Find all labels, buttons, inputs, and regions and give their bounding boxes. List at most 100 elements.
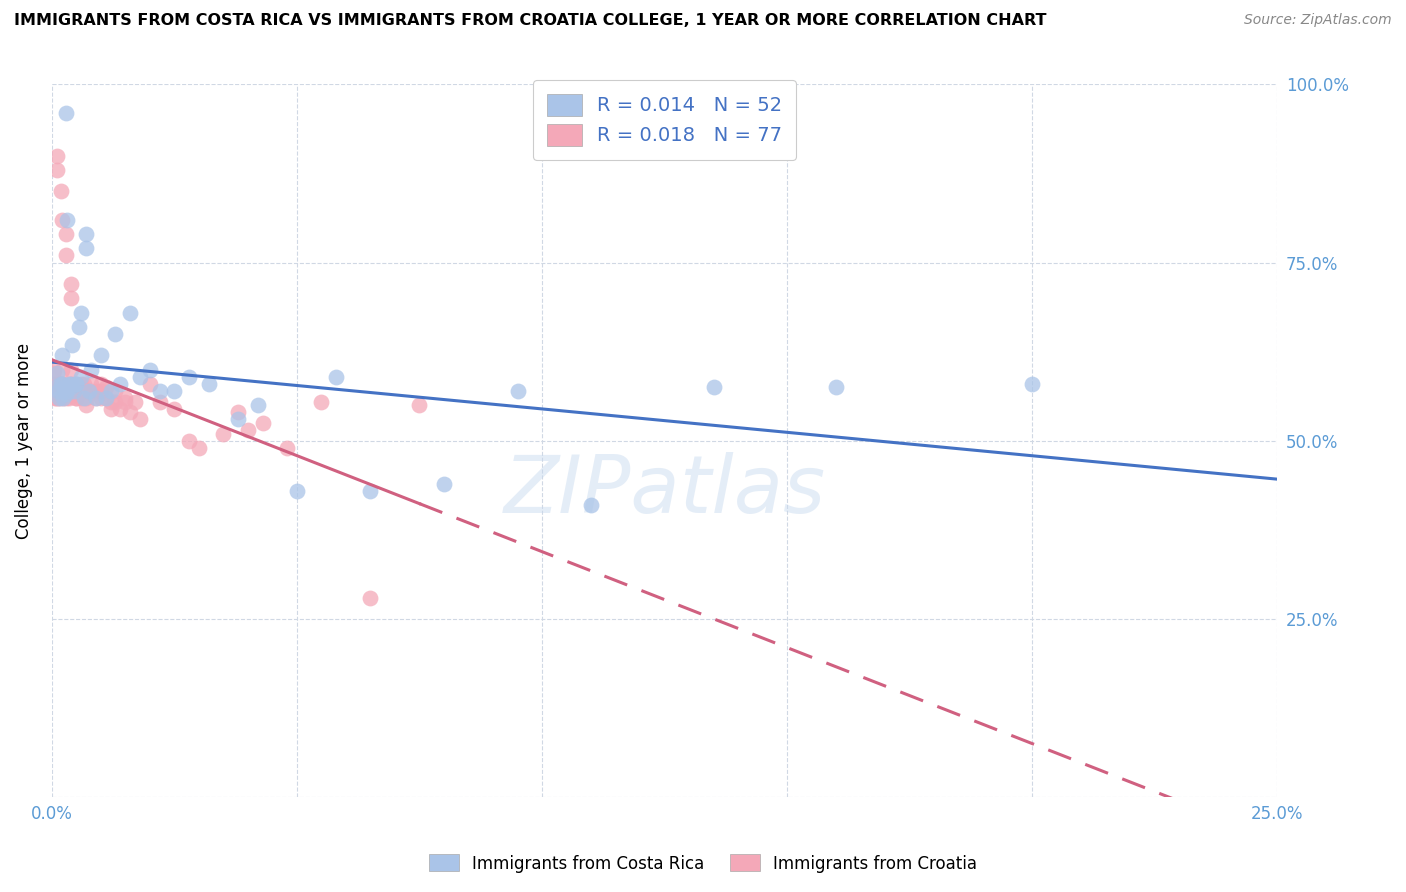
Point	[65, 376, 87, 391]
Point	[1021, 376, 1043, 391]
Point	[90, 384, 112, 398]
Point	[60, 277, 83, 291]
Point	[359, 591, 381, 605]
Point	[72, 376, 94, 391]
Point	[58, 391, 80, 405]
Point	[51, 362, 73, 376]
Point	[56, 212, 79, 227]
Point	[51, 376, 73, 391]
Point	[84, 391, 107, 405]
Point	[149, 384, 172, 398]
Point	[70, 384, 93, 398]
Legend: R = 0.014   N = 52, R = 0.018   N = 77: R = 0.014 N = 52, R = 0.018 N = 77	[533, 80, 796, 160]
Point	[75, 384, 97, 398]
Point	[62, 384, 84, 398]
Text: ZIPatlas: ZIPatlas	[503, 451, 825, 530]
Point	[48, 376, 70, 391]
Point	[51, 391, 73, 405]
Point	[75, 391, 97, 405]
Point	[94, 380, 117, 394]
Point	[110, 401, 132, 416]
Point	[55, 227, 77, 241]
Point	[53, 384, 76, 398]
Point	[114, 394, 136, 409]
Point	[51, 391, 73, 405]
Point	[65, 376, 87, 391]
Point	[56, 376, 79, 391]
Point	[149, 394, 172, 409]
Point	[163, 401, 186, 416]
Point	[90, 348, 112, 362]
Point	[139, 376, 162, 391]
Point	[65, 391, 87, 405]
Point	[110, 376, 132, 391]
Point	[49, 185, 72, 199]
Point	[65, 376, 87, 391]
Point	[197, 376, 219, 391]
Point	[42, 366, 65, 380]
Point	[80, 384, 103, 398]
Point	[42, 362, 65, 376]
Point	[163, 384, 186, 398]
Point	[58, 376, 80, 391]
Point	[60, 362, 83, 376]
Text: Source: ZipAtlas.com: Source: ZipAtlas.com	[1244, 13, 1392, 28]
Point	[70, 369, 93, 384]
Point	[120, 305, 142, 319]
Point	[75, 398, 97, 412]
Point	[55, 391, 77, 405]
Point	[51, 212, 73, 227]
Point	[120, 405, 142, 419]
Point	[70, 391, 93, 405]
Point	[94, 391, 117, 405]
Point	[55, 106, 77, 120]
Point	[65, 384, 87, 398]
Point	[44, 376, 66, 391]
Point	[579, 498, 602, 512]
Point	[53, 380, 76, 394]
Point	[44, 391, 66, 405]
Point	[285, 483, 308, 498]
Point	[55, 384, 77, 398]
Y-axis label: College, 1 year or more: College, 1 year or more	[15, 343, 32, 539]
Point	[45, 391, 67, 405]
Point	[46, 384, 69, 398]
Point	[80, 376, 103, 391]
Point	[84, 391, 107, 405]
Point	[48, 391, 70, 405]
Point	[75, 241, 97, 255]
Point	[104, 384, 127, 398]
Point	[60, 291, 83, 305]
Point	[177, 434, 200, 448]
Point	[80, 362, 103, 376]
Point	[65, 391, 87, 405]
Point	[187, 441, 209, 455]
Text: IMMIGRANTS FROM COSTA RICA VS IMMIGRANTS FROM CROATIA COLLEGE, 1 YEAR OR MORE CO: IMMIGRANTS FROM COSTA RICA VS IMMIGRANTS…	[14, 13, 1046, 29]
Point	[51, 376, 73, 391]
Point	[55, 384, 77, 398]
Point	[55, 387, 77, 401]
Point	[139, 362, 162, 376]
Point	[45, 366, 67, 380]
Point	[124, 394, 146, 409]
Point	[44, 384, 66, 398]
Point	[70, 376, 93, 391]
Point	[46, 391, 69, 405]
Point	[60, 376, 83, 391]
Point	[129, 369, 152, 384]
Point	[104, 394, 127, 409]
Point	[45, 163, 67, 178]
Point	[129, 412, 152, 426]
Point	[44, 380, 66, 394]
Point	[252, 416, 274, 430]
Point	[45, 384, 67, 398]
Point	[70, 305, 93, 319]
Point	[236, 423, 259, 437]
Point	[506, 384, 529, 398]
Legend: Immigrants from Costa Rica, Immigrants from Croatia: Immigrants from Costa Rica, Immigrants f…	[422, 847, 984, 880]
Point	[72, 391, 94, 405]
Point	[45, 149, 67, 163]
Point	[67, 319, 90, 334]
Point	[359, 483, 381, 498]
Point	[226, 412, 249, 426]
